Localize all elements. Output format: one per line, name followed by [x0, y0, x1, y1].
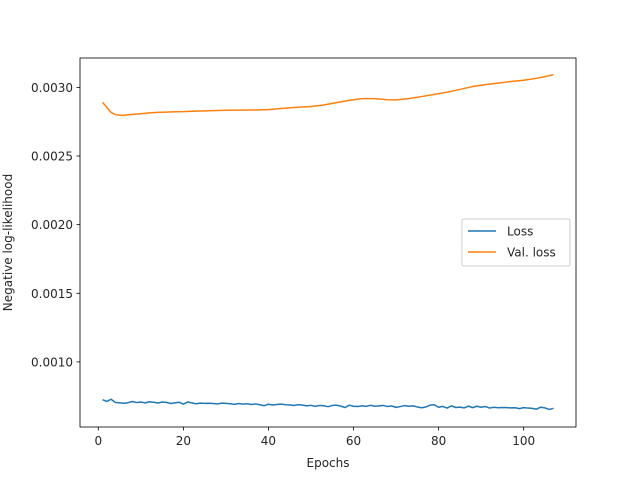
series-line-loss	[102, 398, 554, 411]
y-tick-label: 0.0010	[31, 355, 73, 369]
x-tick-label: 60	[346, 434, 361, 448]
series-layer	[101, 73, 554, 411]
x-tick-label: 40	[261, 434, 276, 448]
y-ticks: 0.0010 0.0015 0.0020 0.0025 0.0030	[31, 81, 80, 369]
y-axis-label: Negative log-likelihood	[1, 174, 15, 311]
x-tick-label: 0	[94, 434, 102, 448]
y-tick-label: 0.0030	[31, 81, 73, 95]
x-ticks: 0 20 40 60 80 100	[94, 427, 535, 448]
series-line-val-loss	[101, 73, 554, 116]
x-tick-label: 100	[512, 434, 535, 448]
y-tick-label: 0.0020	[31, 218, 73, 232]
legend: Loss Val. loss	[461, 218, 571, 267]
x-tick-label: 80	[431, 434, 446, 448]
x-tick-label: 20	[176, 434, 191, 448]
axes-frame	[79, 57, 577, 428]
x-axis-label: Epochs	[307, 456, 350, 470]
legend-label-loss: Loss	[507, 225, 533, 239]
y-tick-label: 0.0015	[31, 287, 73, 301]
y-tick-label: 0.0025	[31, 150, 73, 164]
legend-label-val-loss: Val. loss	[507, 246, 556, 260]
